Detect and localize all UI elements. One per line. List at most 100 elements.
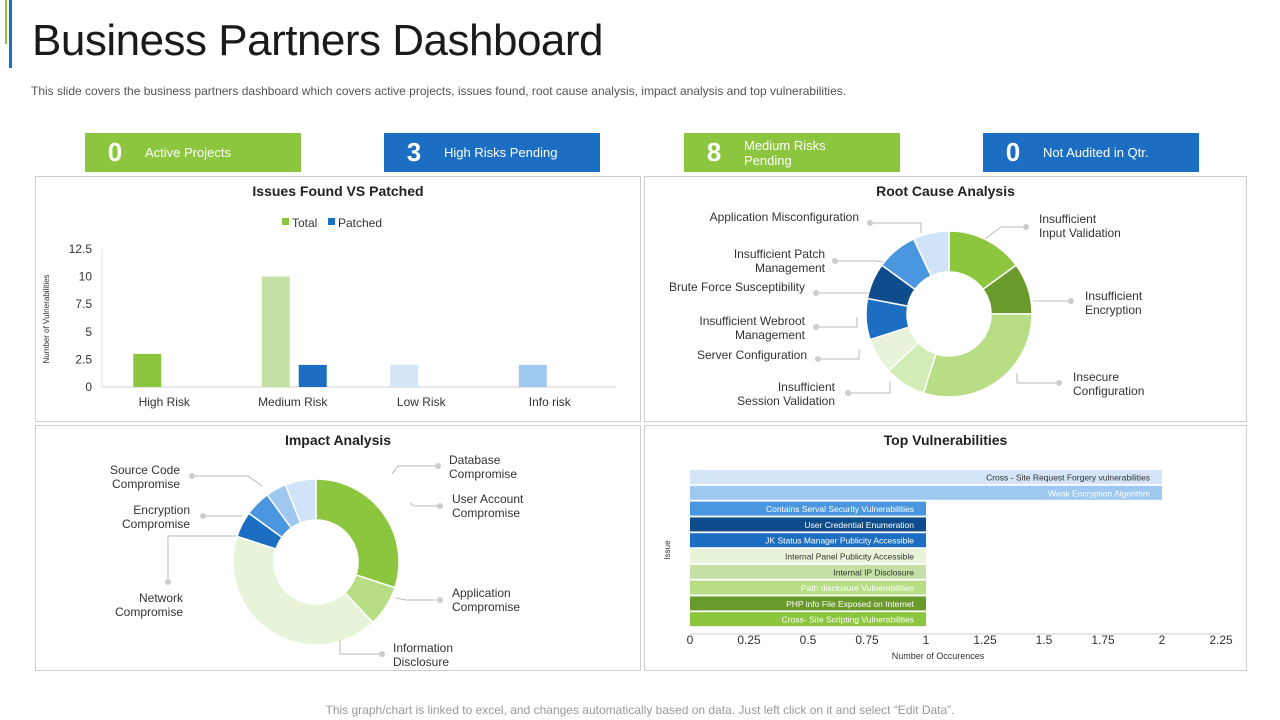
impact-label-source-code-compromise: Source Code Compromise — [110, 463, 180, 491]
vulnerabilities-chart-title: Top Vulnerabilities — [883, 432, 1008, 448]
root-cause-label-insufficient-patch-management-leader — [835, 260, 884, 263]
vuln-bar-label: User Credential Enumeration — [804, 520, 914, 530]
y-tick-label: 0 — [85, 380, 92, 394]
vuln-bar-label: Path disclosure Vulnerabilities — [801, 583, 914, 593]
root-cause-label-insufficient-webroot-management-leader — [816, 317, 858, 328]
vuln-x-axis-label: Number of Occurences — [892, 651, 985, 661]
kpi-value: 3 — [406, 137, 422, 167]
root-cause-label-insufficient-patch-management-leader-dot — [832, 258, 838, 264]
page-title: Business Partners Dashboard — [32, 16, 604, 65]
impact-label-network-compromise-leader — [167, 535, 236, 582]
legend-swatch-patched — [328, 218, 335, 225]
root-cause-label-insufficient-session-validation-leader — [848, 381, 891, 394]
vuln-x-tick-label: 0.75 — [855, 633, 879, 647]
vuln-x-tick-label: 2 — [1159, 633, 1166, 647]
x-tick-label: Info risk — [529, 395, 572, 409]
vuln-bar-php-info-file-exposed-on-internet — [690, 596, 926, 611]
impact-label-database-compromise-leader — [391, 465, 438, 475]
x-tick-label: Medium Risk — [258, 395, 328, 409]
vuln-bar-contains-serval-security-vulnerabilities — [690, 501, 926, 516]
legend-swatch-total — [282, 218, 289, 225]
root-cause-label-insecure-configuration-leader — [1016, 373, 1059, 384]
root-cause-chart-title: Root Cause Analysis — [876, 183, 1015, 199]
vuln-bar-label: JK Status Manager Publicity Accessible — [765, 536, 914, 546]
accent-line-blue — [9, 0, 12, 68]
bar-total-medium-risk — [261, 276, 290, 387]
impact-label-application-compromise-leader-dot — [437, 597, 443, 603]
kpi-value: 8 — [706, 137, 722, 167]
impact-label-application-compromise: Application Compromise — [452, 586, 520, 614]
y-tick-label: 10 — [79, 270, 93, 284]
y-tick-label: 7.5 — [75, 297, 92, 311]
legend-label-total: Total — [292, 216, 317, 230]
bar-total-high-risk — [133, 353, 162, 387]
vuln-bar-label: Cross- Site Scripting Vulnerabilities — [782, 615, 914, 625]
legend-label-patched: Patched — [338, 216, 382, 230]
impact-label-user-account-compromise-leader-dot — [437, 503, 443, 509]
y-tick-label: 2.5 — [75, 352, 92, 366]
vuln-x-tick-label: 1.5 — [1036, 633, 1053, 647]
root-cause-panel: Root Cause Analysis Application Misconfi… — [644, 176, 1247, 422]
vuln-x-tick-label: 1.75 — [1091, 633, 1115, 647]
root-cause-label-insufficient-encryption: Insufficient Encryption — [1085, 289, 1143, 317]
root-cause-label-insufficient-input-validation-leader — [984, 226, 1026, 240]
vuln-bar-cross-site-request-forgery-vulnerabilities — [690, 470, 1162, 484]
impact-label-encryption-compromise: Encryption Compromise — [122, 503, 190, 531]
vuln-bar-jk-status-manager-publicity-accessible — [690, 533, 926, 548]
impact-panel: Impact Analysis Database Compromise Source… — [35, 425, 641, 671]
vuln-x-tick-label: 2.25 — [1209, 633, 1233, 647]
impact-label-source-code-compromise-leader — [192, 475, 263, 487]
kpi-medium-risks: 8 Medium Risks Pending — [684, 133, 900, 172]
impact-label-source-code-compromise-leader-dot — [189, 473, 195, 479]
vuln-bar-label: Internal Panel Publicity Accessible — [785, 552, 914, 562]
kpi-label: Not Audited in Qtr. — [1043, 145, 1149, 160]
impact-chart: Database Compromise Source Code Compromise U… — [110, 453, 524, 669]
page-subtitle: This slide covers the business partners … — [31, 84, 847, 98]
root-cause-label-server-configuration: Server Configuration — [697, 348, 807, 362]
impact-slice-extra — [284, 478, 317, 524]
kpi-value: 0 — [1005, 137, 1021, 167]
vuln-x-tick-label: 0 — [687, 633, 694, 647]
root-cause-label-insufficient-webroot-management: Insufficient Webroot Management — [699, 314, 805, 342]
root-cause-label-application-misconfiguration-leader-dot — [867, 220, 873, 226]
impact-label-information-disclosure-leader — [339, 640, 382, 655]
vuln-x-tick-label: 0.5 — [800, 633, 817, 647]
root-cause-label-insufficient-patch-management: Insufficient Patch Management — [734, 247, 826, 275]
root-cause-chart: Application Misconfiguration Insufficient… — [669, 210, 1144, 408]
vuln-bar-cross-site-scripting-vulnerabilities — [690, 612, 926, 627]
kpi-label: High Risks Pending — [444, 145, 558, 160]
impact-chart-title: Impact Analysis — [284, 432, 392, 448]
impact-label-database-compromise: Database Compromise — [449, 453, 517, 481]
bar-patched-medium-risk — [298, 364, 327, 387]
vuln-bar-user-credential-enumeration — [690, 517, 926, 532]
impact-label-network-compromise-leader-dot — [165, 579, 171, 585]
y-tick-label: 12.5 — [69, 242, 93, 256]
root-cause-label-server-configuration-leader-dot — [815, 356, 821, 362]
issues-chart-title: Issues Found VS Patched — [252, 183, 424, 199]
root-cause-label-insecure-configuration-leader-dot — [1056, 380, 1062, 386]
vuln-bar-internal-panel-publicity-accessible — [690, 549, 926, 563]
vuln-bar-weak-encryption-algorithm — [690, 485, 1162, 500]
vuln-bar-label: Weak Encryption Algorithm — [1048, 488, 1150, 498]
root-cause-label-application-misconfiguration: Application Misconfiguration — [710, 210, 859, 224]
y-axis-label: Number of Vulnerabilities — [42, 274, 51, 363]
vuln-y-axis-label: Issue — [663, 540, 672, 560]
root-cause-label-insufficient-session-validation: Insufficient Session Validation — [737, 380, 836, 408]
root-cause-label-brute-force-susceptibility-leader-dot — [813, 290, 819, 296]
y-tick-label: 5 — [85, 325, 92, 339]
kpi-label: Medium Risks Pending — [744, 137, 826, 168]
footer-note: This graph/chart is linked to excel, and… — [325, 703, 955, 717]
impact-label-information-disclosure-leader-dot — [379, 651, 385, 657]
root-cause-label-insufficient-session-validation-leader-dot — [845, 390, 851, 396]
root-cause-label-insufficient-input-validation-leader-dot — [1023, 224, 1029, 230]
bar-total-info-risk — [518, 364, 547, 387]
root-cause-label-server-configuration-leader — [818, 349, 860, 360]
vuln-x-tick-label: 1 — [923, 633, 930, 647]
vuln-bar-path-disclosure-vulnerabilities — [690, 580, 926, 595]
root-cause-slice-insecure-configuration — [922, 313, 1033, 398]
vuln-x-tick-label: 0.25 — [737, 633, 761, 647]
issues-chart: Total Patched 0 2.5 5 7.5 10 12.5 Number of Vuln… — [42, 216, 616, 409]
vuln-bar-internal-ip-disclosure — [690, 564, 926, 579]
vulnerabilities-chart: Cross - Site Request Forgery vulnerabili… — [663, 470, 1233, 661]
impact-label-network-compromise: Network Compromise — [115, 591, 184, 619]
